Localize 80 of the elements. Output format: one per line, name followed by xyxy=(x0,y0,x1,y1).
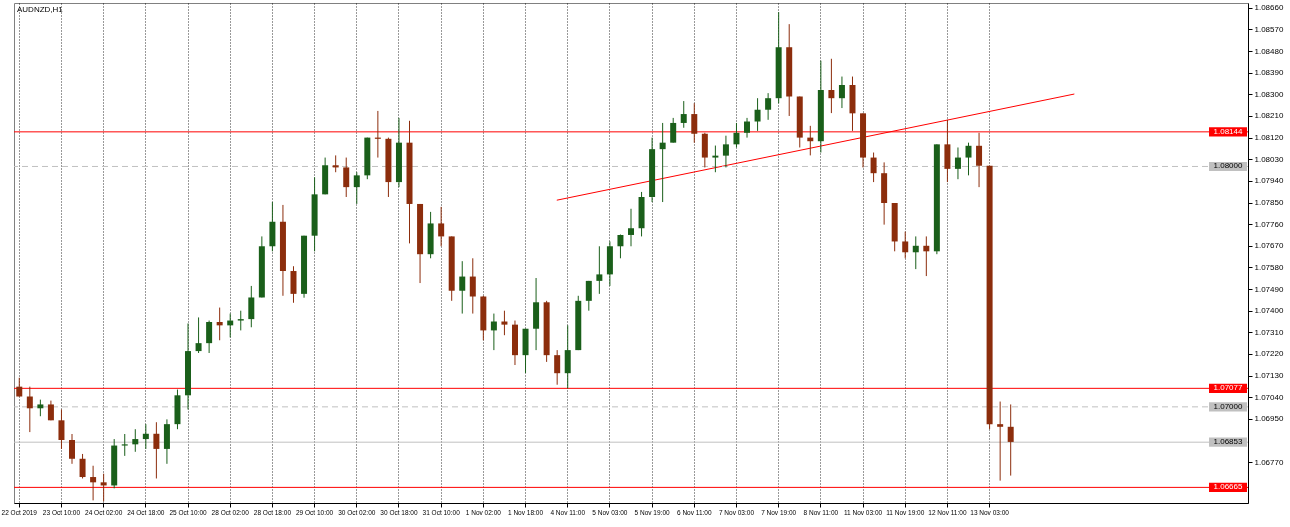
candlestick xyxy=(659,122,666,203)
candlestick xyxy=(469,257,476,315)
y-tick-label: 1.07040 xyxy=(1254,392,1284,402)
candlestick xyxy=(965,142,972,176)
candlestick xyxy=(438,206,445,247)
y-tick-label: 1.07940 xyxy=(1254,176,1284,186)
y-tick-label: 1.08120 xyxy=(1254,133,1284,143)
ref-line-label: 1.06665 xyxy=(1213,482,1244,492)
candlestick xyxy=(976,132,983,188)
candlestick xyxy=(459,260,466,315)
candlestick xyxy=(754,97,761,132)
candlestick xyxy=(828,58,835,114)
y-tick-label: 1.07220 xyxy=(1254,349,1284,359)
candlestick xyxy=(79,453,86,479)
candlestick xyxy=(501,310,508,336)
candlestick xyxy=(670,117,677,144)
candlestick xyxy=(554,349,561,386)
chart-title: AUDNZD,H1 xyxy=(17,5,64,14)
candlestick xyxy=(765,92,772,121)
y-tick-label: 1.07580 xyxy=(1254,262,1284,272)
candlestick xyxy=(585,280,592,312)
candlestick xyxy=(100,473,107,502)
candlestick xyxy=(353,171,360,205)
y-tick-label: 1.06950 xyxy=(1254,414,1284,424)
ref-line-label: 1.08144 xyxy=(1213,126,1244,136)
ref-line-label: 1.06853 xyxy=(1213,437,1244,447)
candlestick xyxy=(997,401,1004,482)
candlestick xyxy=(870,152,877,183)
candlestick xyxy=(564,324,571,390)
candlestick xyxy=(16,377,23,398)
candlestick xyxy=(954,146,961,180)
candlestick xyxy=(153,421,160,479)
candlestick xyxy=(902,231,909,259)
y-tick-label: 1.08390 xyxy=(1254,68,1284,78)
candlestick xyxy=(744,117,751,139)
candlestick xyxy=(121,433,128,457)
candlestick xyxy=(617,233,624,259)
candlestick xyxy=(248,285,255,328)
y-tick-label: 1.07490 xyxy=(1254,284,1284,294)
ref-line-label: 1.08000 xyxy=(1213,161,1244,171)
candlestick xyxy=(701,132,708,168)
candlestick xyxy=(912,235,919,270)
y-tick-label: 1.07310 xyxy=(1254,327,1284,337)
candlestick xyxy=(237,310,244,331)
candlestick xyxy=(26,386,33,433)
candlestick xyxy=(838,76,845,109)
y-tick-label: 1.07670 xyxy=(1254,241,1284,251)
y-tick-label: 1.07130 xyxy=(1254,371,1284,381)
y-tick-label: 1.06770 xyxy=(1254,457,1284,467)
y-tick-label: 1.08660 xyxy=(1254,3,1284,13)
candlestick xyxy=(733,122,740,148)
candlestick xyxy=(195,316,202,354)
candlestick xyxy=(722,135,729,168)
candlestick xyxy=(69,433,76,465)
candlestick xyxy=(132,428,139,453)
candlestick xyxy=(712,145,719,173)
candlestick xyxy=(1007,403,1014,477)
candlestick xyxy=(142,423,149,450)
candlestick xyxy=(691,102,698,144)
y-tick-label: 1.08300 xyxy=(1254,89,1284,99)
ref-line-label: 1.07000 xyxy=(1213,401,1244,411)
candlestick xyxy=(596,245,603,295)
candlestick xyxy=(206,320,213,354)
candlestick xyxy=(90,465,97,501)
candlestick xyxy=(923,235,930,277)
y-tick-label: 1.08210 xyxy=(1254,111,1284,121)
y-tick-label: 1.07850 xyxy=(1254,198,1284,208)
ref-line-label: 1.07077 xyxy=(1213,383,1244,393)
y-tick-label: 1.07400 xyxy=(1254,306,1284,316)
candlestick xyxy=(216,307,223,341)
candlestick xyxy=(490,313,497,351)
y-tick-label: 1.08030 xyxy=(1254,154,1284,164)
candlestick xyxy=(628,208,634,247)
y-tick-label: 1.07760 xyxy=(1254,219,1284,229)
candlestick xyxy=(343,157,350,198)
y-tick-label: 1.08480 xyxy=(1254,46,1284,56)
candlestick xyxy=(290,265,297,304)
candlestick xyxy=(58,408,65,450)
y-tick-label: 1.08570 xyxy=(1254,24,1284,34)
candlestick xyxy=(680,100,687,129)
